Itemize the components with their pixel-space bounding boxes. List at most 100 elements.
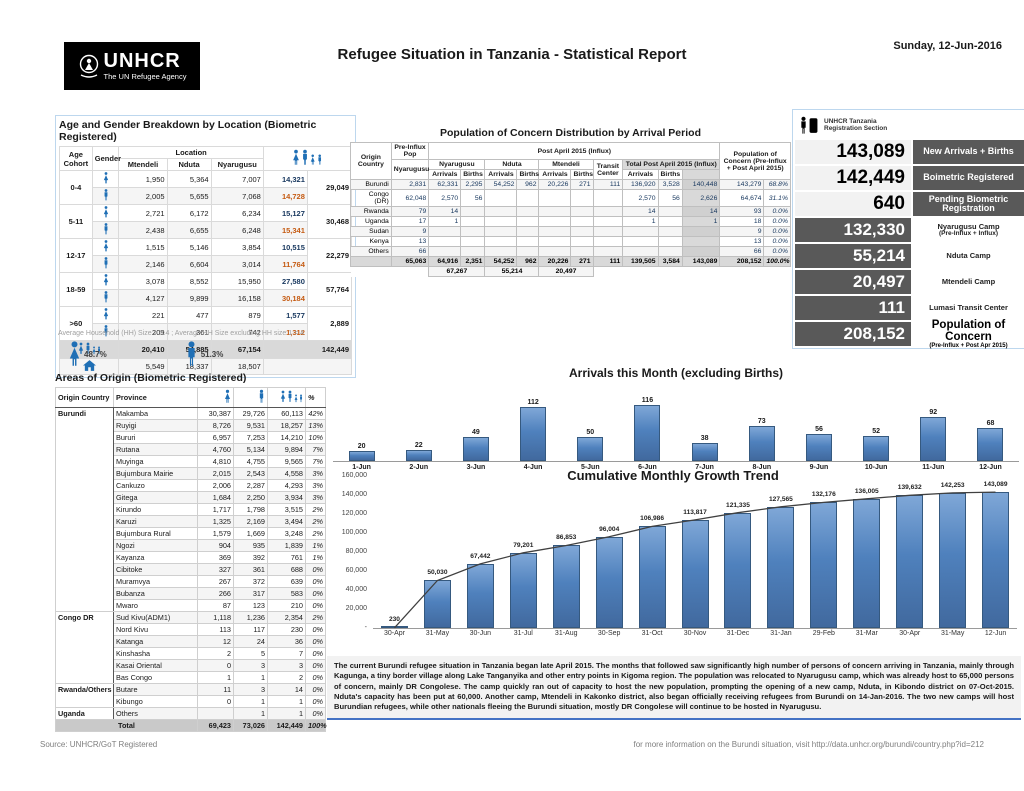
table-cell: 62,048 (390, 189, 430, 207)
female-icon (91, 204, 120, 222)
table-row: 209 361 742 1,312 (60, 323, 352, 341)
table-cell: 64,674 (719, 189, 765, 207)
male-icon (233, 387, 268, 408)
key-figure-value: 20,497 (795, 270, 911, 294)
key-figure-row: 20,497 Mtendeli Camp (795, 270, 1024, 294)
gender-subtotal: 1,312 (262, 323, 308, 341)
table-cell (622, 226, 659, 237)
female-percent: 48.7% (84, 349, 107, 359)
col-age-cohort: Age Cohort (59, 146, 93, 171)
areas-of-origin-table: Origin Country Province % Burundi Makamba… (55, 387, 327, 732)
cumulative-chart-plot: 230 50,030 67,442 79,201 86,853 96,004 106,986… (373, 476, 1017, 629)
table-cell: 1 (622, 216, 659, 227)
age-cohort-cell: 0-4 (59, 170, 93, 205)
mtendeli-camp-total: 20,497 (538, 266, 594, 277)
nyarugusu-value: 3,014 (210, 255, 264, 273)
origin-country-cell: Rwanda/Others (55, 683, 114, 708)
key-figure-sublabel: (Pre-Influx + Post Apr 2015) (929, 342, 1008, 349)
gender-subtotal: 14,321 (262, 170, 308, 188)
bar (982, 492, 1010, 628)
bar-value-label: 56 (815, 426, 823, 433)
key-figure-label-text: Nduta Camp (946, 251, 991, 261)
situation-summary: The current Burundi refugee situation in… (327, 656, 1021, 721)
total-count: 14,210 (267, 431, 306, 444)
male-count: 117 (233, 623, 268, 636)
percent-cell: 0% (305, 695, 326, 708)
total-count: 2 (267, 671, 306, 684)
table-cell: 0.0% (763, 216, 791, 227)
nduta-camp-total: 55,214 (484, 266, 540, 277)
female-count: 87 (197, 599, 234, 612)
female-icon (91, 238, 120, 256)
cumulative-chart-xaxis: 30-Apr 31-May 30-Jun 31-Jul 31-Aug 30-Sep 31-O… (373, 630, 1017, 637)
key-figure-label: Nyarugusu Camp (Pre-Influx + Influx) (913, 218, 1024, 242)
male-icon (185, 341, 198, 367)
key-figure-label: Mtendeli Camp (913, 270, 1024, 294)
male-total: 73,026 (233, 719, 268, 732)
province-cell: Bubanza (113, 587, 198, 600)
gender-subtotal: 15,127 (262, 204, 308, 222)
table-cell (570, 216, 594, 227)
table-cell: 64,916 (428, 256, 462, 267)
y-tick-label: 140,000 (341, 491, 367, 498)
nduta-value: 5,364 (166, 170, 212, 188)
group-icon (78, 342, 101, 355)
footer-link[interactable]: http://data.unhcr.org/burundi/country.ph… (811, 740, 984, 749)
bar-value-label: 68 (986, 420, 995, 427)
percent-cell: 2% (305, 503, 326, 516)
province-cell: Gitega (113, 491, 198, 504)
house-icon (58, 358, 120, 375)
bar (638, 526, 666, 628)
bar-value-label: 139,632 (897, 484, 922, 491)
key-figure-row: 640 Pending Biometric Registration (795, 192, 1024, 216)
table-row: Burundi Makamba 30,387 29,726 60,113 42% (55, 407, 326, 612)
total-count: 60,113 (267, 407, 306, 420)
bar-value-label: 113,817 (683, 509, 707, 516)
female-count: 1,118 (197, 611, 234, 624)
bar-group: 116 (619, 383, 676, 461)
total-count: 3,934 (267, 491, 306, 504)
origin-country-cell: Rwanda (350, 206, 392, 217)
family-group-icon (267, 387, 306, 408)
key-figure-label: Lumasi Transit Center (913, 296, 1024, 320)
table-cell: 0.0% (763, 226, 791, 237)
total-count: 4,293 (267, 479, 306, 492)
camp-totals-row: 67,267 55,214 20,497 (350, 266, 791, 277)
table-row: 2,438 6,655 6,248 15,341 (60, 221, 352, 239)
bar (423, 580, 451, 628)
table-row: Uganda 17 1 1 1 18 0.0% (350, 216, 791, 227)
female-count: 904 (197, 539, 234, 552)
areas-of-origin-panel: Areas of Origin (Biometric Registered) O… (55, 372, 327, 732)
x-tick-label: 30-Apr (899, 630, 921, 637)
table-row: Cibitoke 327 361 688 0% (56, 563, 326, 576)
hdr-arrivals: Arrivals (428, 169, 462, 180)
key-figure-value: 640 (795, 192, 911, 216)
province-cell: Sud Kivu(ADM1) (113, 611, 198, 624)
nduta-households: 18,337 (166, 358, 212, 375)
percent-cell: 13% (305, 419, 326, 432)
province-cell: Kibungo (113, 695, 198, 708)
table-row: Kirundo 1,717 1,798 3,515 2% (56, 503, 326, 516)
grand-total: 142,449 (267, 719, 306, 732)
origin-country-cell: Others (350, 246, 392, 257)
x-tick-label: 6-Jun (638, 464, 657, 471)
grand-total-row: 65,063 64,916 2,351 54,252 962 20,226 271 111 13… (350, 256, 791, 267)
total-count: 14 (267, 683, 306, 696)
percent-cell: 42% (305, 407, 326, 420)
total-count: 9,894 (267, 443, 306, 456)
female-count: 267 (197, 575, 234, 588)
hdr-pre-nyarugusu: Nyarugusu (390, 159, 429, 180)
table-row: Uganda Others 1 1 0% (55, 707, 326, 720)
mtendeli-value: 2,438 (118, 221, 168, 239)
key-figure-row: 55,214 Nduta Camp (795, 244, 1024, 268)
table-row: Muyinga 4,810 4,755 9,565 7% (56, 455, 326, 468)
male-icon (103, 189, 109, 201)
province-cell: Karuzi (113, 515, 198, 528)
table-cell (592, 216, 624, 227)
key-figure-row: 111 Lumasi Transit Center (795, 296, 1024, 320)
table-cell (657, 246, 683, 257)
table-cell (570, 246, 594, 257)
x-tick-label: 31-Jan (770, 630, 792, 637)
hdr-births: Births (516, 169, 540, 180)
bar-group: 86,853 (545, 476, 588, 628)
